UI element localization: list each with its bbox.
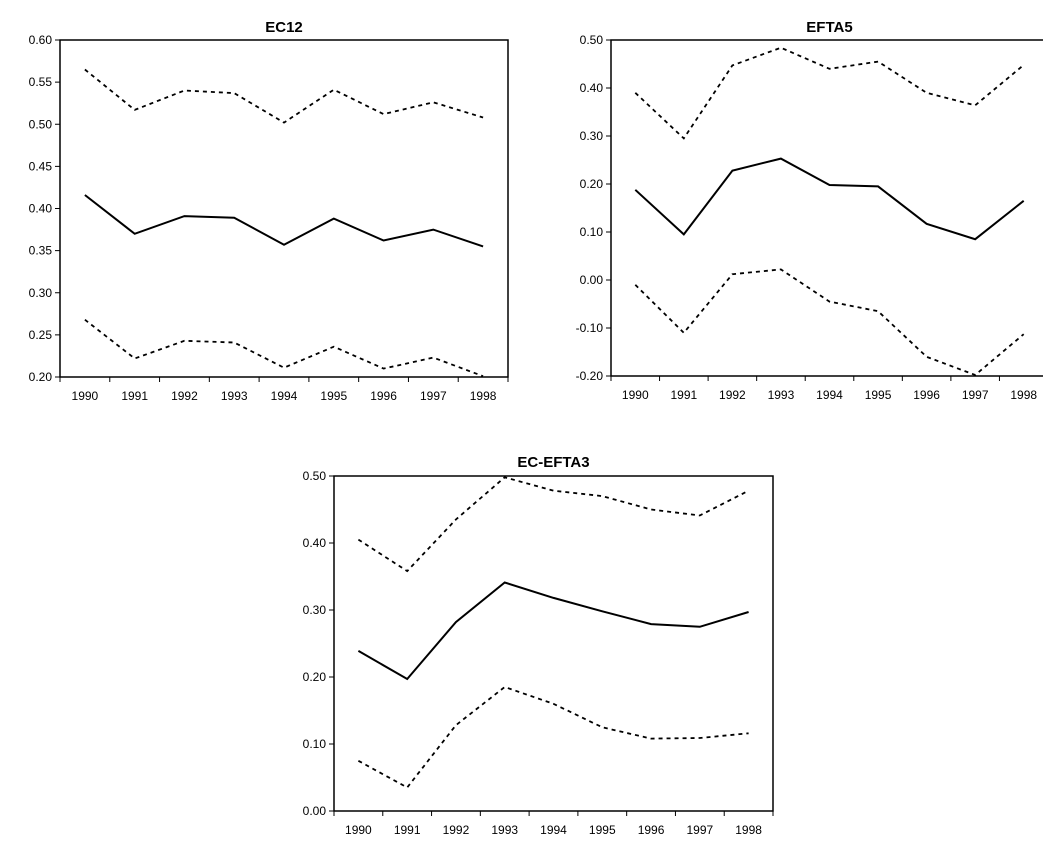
lower-band-line [357, 685, 749, 789]
x-tick-label: 1997 [686, 823, 713, 837]
estimate-line [634, 157, 1025, 241]
x-tick-label: 1990 [72, 389, 99, 403]
x-tick-label: 1995 [320, 389, 347, 403]
y-tick-label: 0.40 [580, 81, 604, 95]
x-tick-label: 1994 [271, 389, 298, 403]
estimate-line [357, 581, 749, 681]
chart-title: EFTA5 [806, 19, 852, 36]
x-tick-label: 1990 [622, 388, 649, 402]
y-tick-label: 0.10 [580, 225, 604, 239]
x-tick-label: 1996 [638, 823, 665, 837]
y-tick-label: -0.20 [576, 369, 604, 383]
chart-ec-efta3: EC-EFTA3 0.00 0.10 0.20 0.30 0.40 0.50 1990 1991… [303, 454, 774, 837]
y-tick-label: 0.45 [29, 159, 53, 173]
x-tick-label: 1998 [1010, 388, 1037, 402]
x-tick-label: 1990 [345, 823, 372, 837]
x-tick-label: 1995 [589, 823, 616, 837]
chart-efta5: EFTA5 -0.20 -0.10 0.00 0.10 0.20 0.30 0.40 0.50 1… [576, 19, 1043, 402]
x-tick-label: 1998 [735, 823, 762, 837]
y-tick-label: 0.55 [29, 75, 53, 89]
x-tick-label: 1993 [491, 823, 518, 837]
x-tick-label: 1992 [719, 388, 746, 402]
lower-band-line [84, 318, 484, 378]
x-tick-label: 1991 [394, 823, 421, 837]
x-tick-label: 1998 [470, 389, 497, 403]
y-tick-label: 0.20 [303, 670, 327, 684]
x-tick-label: 1996 [370, 389, 397, 403]
x-tick-label: 1994 [816, 388, 843, 402]
y-tick-label: 0.30 [580, 129, 604, 143]
upper-band-line [634, 46, 1025, 140]
x-tick-label: 1993 [221, 389, 248, 403]
x-tick-label: 1997 [962, 388, 989, 402]
y-tick-label: 0.20 [29, 370, 53, 384]
x-tick-label: 1995 [865, 388, 892, 402]
y-tick-label: 0.50 [580, 33, 604, 47]
chart-title: EC-EFTA3 [517, 454, 589, 471]
y-tick-label: 0.10 [303, 737, 327, 751]
y-tick-label: 0.30 [29, 286, 53, 300]
y-tick-label: 0.50 [303, 469, 327, 483]
x-tick-label: 1991 [670, 388, 697, 402]
x-tick-label: 1992 [171, 389, 198, 403]
x-tick-label: 1996 [913, 388, 940, 402]
plot-frame [59, 39, 509, 378]
y-tick-label: 0.60 [29, 33, 53, 47]
plot-frame [610, 39, 1043, 377]
y-tick-label: 0.00 [580, 273, 604, 287]
x-tick-label: 1992 [443, 823, 470, 837]
y-tick-label: 0.00 [303, 804, 327, 818]
chart-ec12: EC12 0.20 0.25 0.30 0.35 0.40 0.45 0.50 0.55 0.60… [29, 19, 509, 403]
y-tick-label: 0.50 [29, 117, 53, 131]
y-tick-label: 0.35 [29, 244, 53, 258]
x-tick-label: 1994 [540, 823, 567, 837]
y-tick-label: 0.40 [303, 536, 327, 550]
x-tick-label: 1991 [121, 389, 148, 403]
y-tick-label: -0.10 [576, 321, 604, 335]
estimate-line [84, 194, 484, 248]
chart-title: EC12 [265, 19, 303, 36]
y-tick-label: 0.40 [29, 202, 53, 216]
upper-band-line [357, 476, 750, 573]
upper-band-line [84, 68, 484, 124]
plot-frame [333, 475, 774, 812]
x-tick-label: 1993 [768, 388, 795, 402]
y-tick-label: 0.20 [580, 177, 604, 191]
lower-band-line [634, 268, 1025, 377]
y-tick-label: 0.25 [29, 328, 53, 342]
y-tick-label: 0.30 [303, 603, 327, 617]
x-tick-label: 1997 [420, 389, 447, 403]
